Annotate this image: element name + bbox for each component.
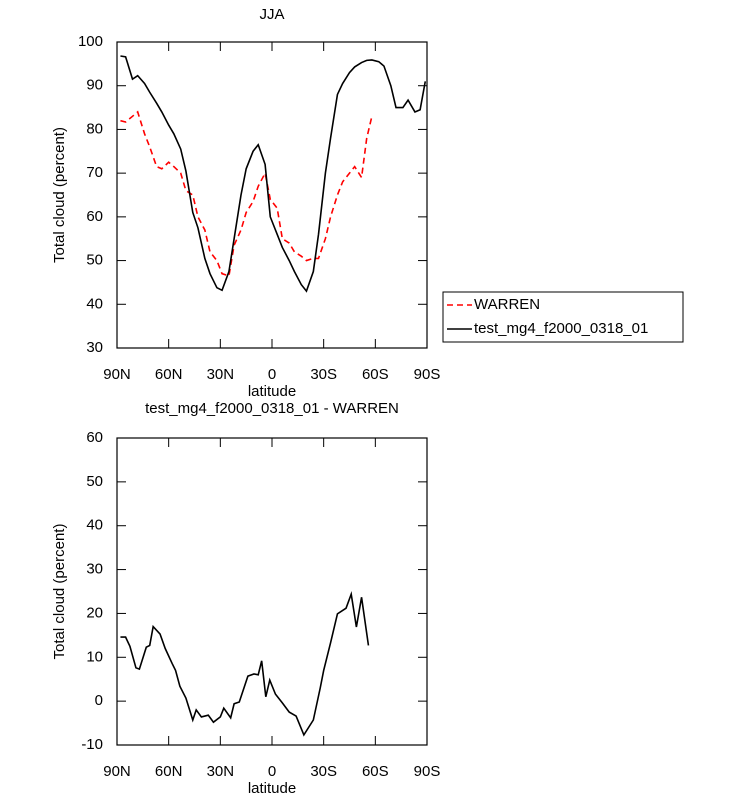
x-axis-label: latitude <box>248 383 296 400</box>
x-tick-label: 90N <box>103 366 131 383</box>
y-tick-label: 30 <box>86 339 103 356</box>
y-tick-label: 50 <box>86 252 103 269</box>
y-tick-label: 10 <box>86 648 103 665</box>
y-tick-label: 40 <box>86 295 103 312</box>
x-axis-label: latitude <box>248 780 296 797</box>
x-tick-label: 60N <box>155 366 183 383</box>
y-tick-label: -10 <box>81 736 103 753</box>
chart-title: test_mg4_f2000_0318_01 - WARREN <box>145 400 399 417</box>
y-tick-label: 40 <box>86 517 103 534</box>
x-tick-label: 30S <box>310 366 337 383</box>
y-axis-label: Total cloud (percent) <box>51 524 68 660</box>
y-tick-label: 60 <box>86 429 103 446</box>
x-tick-label: 60N <box>155 763 183 780</box>
chart-title: JJA <box>259 6 284 23</box>
y-tick-label: 30 <box>86 561 103 578</box>
x-tick-label: 30N <box>207 366 235 383</box>
y-tick-label: 0 <box>95 692 103 709</box>
y-tick-label: 80 <box>86 120 103 137</box>
y-tick-label: 100 <box>78 33 103 50</box>
x-tick-label: 60S <box>362 763 389 780</box>
legend-label: test_mg4_f2000_0318_01 <box>474 320 648 337</box>
x-tick-label: 30N <box>207 763 235 780</box>
x-tick-label: 60S <box>362 366 389 383</box>
x-tick-label: 90N <box>103 763 131 780</box>
y-axis-label: Total cloud (percent) <box>51 127 68 263</box>
y-tick-label: 90 <box>86 77 103 94</box>
x-tick-label: 0 <box>268 763 276 780</box>
legend-box <box>442 291 684 343</box>
y-tick-label: 70 <box>86 164 103 181</box>
x-tick-label: 90S <box>414 763 441 780</box>
x-tick-label: 90S <box>414 366 441 383</box>
data-line <box>120 590 370 737</box>
y-tick-label: 60 <box>86 208 103 225</box>
data-line <box>120 110 373 277</box>
plot-frame <box>116 437 428 746</box>
data-line <box>120 55 427 293</box>
x-tick-label: 0 <box>268 366 276 383</box>
y-tick-label: 20 <box>86 604 103 621</box>
legend-label: WARREN <box>474 296 540 313</box>
y-tick-label: 50 <box>86 473 103 490</box>
plot-frame <box>116 41 428 349</box>
x-tick-label: 30S <box>310 763 337 780</box>
